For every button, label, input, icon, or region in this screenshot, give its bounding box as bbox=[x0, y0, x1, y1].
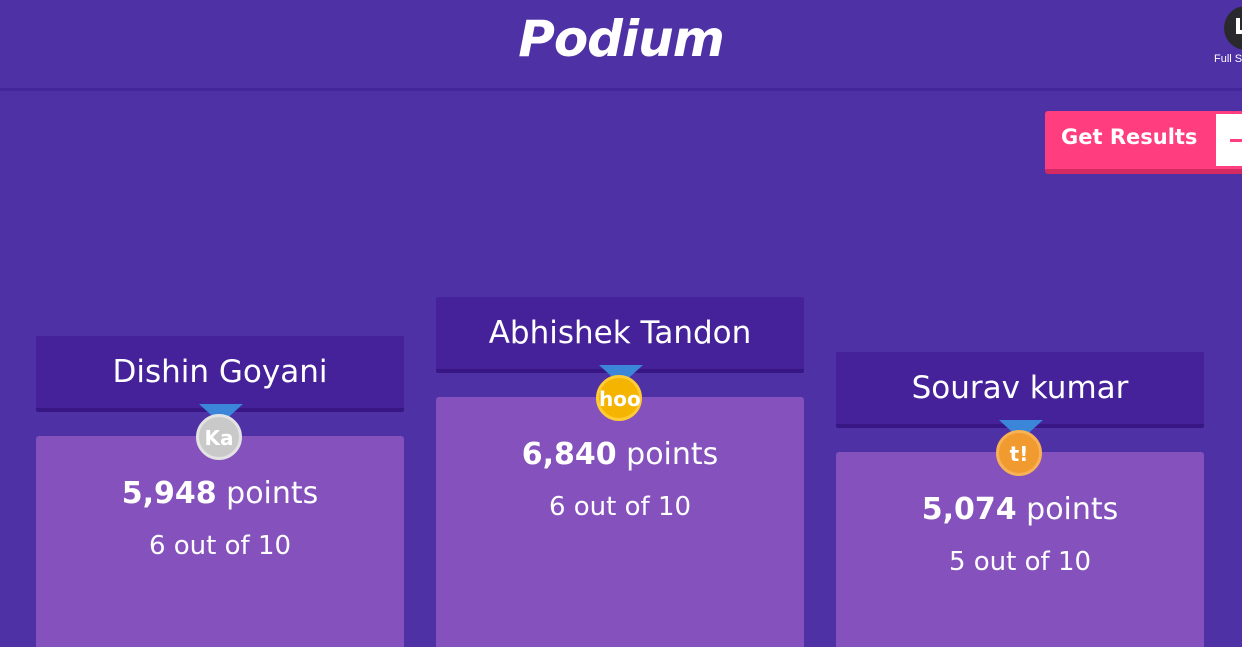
bronze-medal-icon: t! bbox=[995, 420, 1047, 482]
medal-badge: t! bbox=[996, 430, 1042, 476]
fullscreen-button[interactable]: Full S bbox=[1206, 6, 1242, 76]
correct-count-first: 6 out of 10 bbox=[548, 492, 692, 522]
correct-count-third: 5 out of 10 bbox=[948, 547, 1092, 577]
points-value: 5,948 bbox=[121, 476, 217, 511]
points-first: 6,840 points bbox=[436, 437, 804, 472]
points-value: 6,840 bbox=[521, 437, 617, 472]
podium-name-first: Abhishek Tandon bbox=[436, 297, 804, 373]
fullscreen-label: Full S bbox=[1214, 53, 1242, 65]
fullscreen-icon[interactable] bbox=[1224, 6, 1242, 50]
get-results-button[interactable]: Get Results bbox=[1045, 111, 1242, 174]
podium-pillar-second: 5,948 points 6 out of 10 bbox=[36, 436, 404, 647]
page-title: Podium bbox=[518, 10, 725, 68]
get-results-menu-toggle[interactable] bbox=[1216, 114, 1242, 166]
points-third: 5,074 points bbox=[836, 492, 1204, 527]
header-bar: Podium Full S bbox=[0, 0, 1242, 91]
medal-badge: hoo bbox=[596, 375, 642, 421]
medal-badge: Ka bbox=[196, 414, 242, 460]
podium-name-second: Dishin Goyani bbox=[36, 336, 404, 412]
podium-name-third: Sourav kumar bbox=[836, 352, 1204, 428]
podium-pillar-third: 5,074 points 5 out of 10 bbox=[836, 452, 1204, 647]
get-results-label: Get Results bbox=[1061, 125, 1198, 149]
dash-icon bbox=[1230, 139, 1242, 142]
points-unit: points bbox=[226, 476, 319, 511]
podium-pillar-first: 6,840 points 6 out of 10 bbox=[436, 397, 804, 647]
correct-count-second: 6 out of 10 bbox=[148, 531, 292, 561]
points-value: 5,074 bbox=[921, 492, 1017, 527]
points-second: 5,948 points bbox=[36, 476, 404, 511]
gold-medal-icon: hoo bbox=[595, 365, 647, 427]
points-unit: points bbox=[626, 437, 719, 472]
points-unit: points bbox=[1026, 492, 1119, 527]
silver-medal-icon: Ka bbox=[195, 404, 247, 466]
